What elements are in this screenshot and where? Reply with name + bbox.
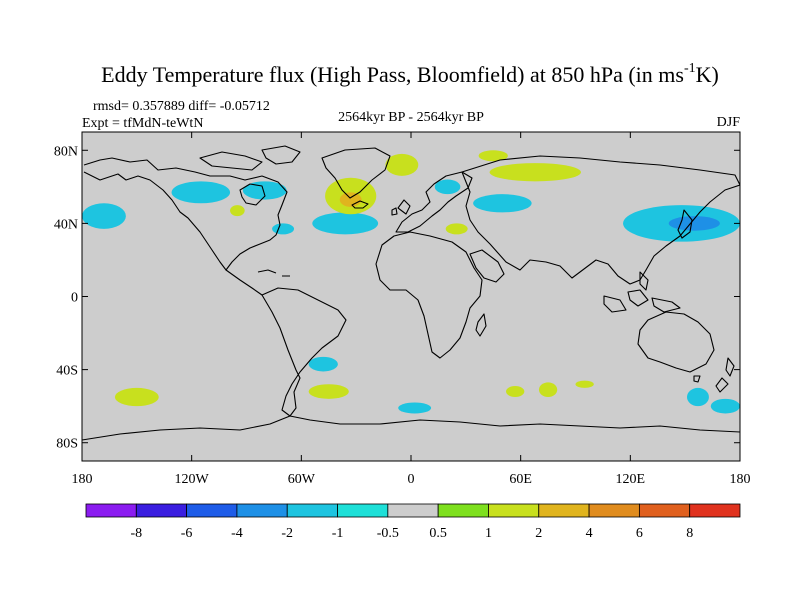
colorbar-label: -6 [181, 526, 193, 541]
coast-africa [375, 231, 483, 359]
coast-hudson-bay [239, 183, 266, 206]
colorbar-label: 0.5 [429, 526, 447, 541]
anomaly-region [710, 398, 740, 414]
coast-iceland [351, 200, 369, 209]
anomaly-region [171, 181, 231, 204]
colorbar-swatch [186, 503, 238, 518]
title-end: K) [696, 62, 719, 87]
anomaly-region [339, 192, 362, 207]
colorbar-swatch [387, 503, 439, 518]
anomaly-region [312, 212, 379, 235]
coast-new-zealand [715, 357, 735, 393]
lon-tick-label: 180 [72, 472, 93, 487]
colorbar-label: -2 [281, 526, 293, 541]
colorbar-label: 8 [686, 526, 693, 541]
lat-tick-label: 80S [56, 437, 78, 452]
anomaly-region [473, 194, 532, 213]
coastlines [82, 145, 740, 441]
season-label: DJF [717, 115, 741, 130]
anomaly-region [242, 181, 287, 200]
anomaly-region [114, 387, 159, 407]
anomaly-region [398, 402, 432, 414]
title-superscript: -1 [684, 61, 696, 76]
colorbar-label: -4 [231, 526, 243, 541]
lat-tick-label: 40S [56, 364, 78, 379]
coast-tasmania [693, 375, 701, 383]
colorbar-label: 4 [586, 526, 593, 541]
lon-tick-label: 120W [175, 472, 210, 487]
coast-japan [677, 209, 693, 239]
colorbar-swatch [488, 503, 540, 518]
colorbar-swatch [538, 503, 590, 518]
lon-tick-label: 60E [509, 472, 532, 487]
stats-text: rmsd= 0.357889 diff= -0.05712 [93, 99, 270, 114]
lon-tick-label: 0 [408, 472, 415, 487]
title-main: Eddy Temperature flux (High Pass, Bloomf… [101, 62, 684, 87]
coast-europe [395, 171, 473, 233]
colorbar-swatch [286, 503, 338, 518]
lat-tick-label: 40N [54, 217, 78, 232]
period-label: 2564kyr BP - 2564kyr BP [338, 110, 484, 125]
coast-australia [637, 311, 715, 373]
lat-tick-label: 80N [54, 144, 78, 159]
colorbar-swatch [85, 503, 137, 518]
experiment-label: Expt = tfMdN-teWtN [82, 116, 203, 131]
colorbar-label: 1 [485, 526, 492, 541]
lat-tick-label: 0 [71, 291, 78, 306]
colorbar-swatch [236, 503, 288, 518]
anomaly-region [308, 384, 349, 399]
colorbar-swatch [437, 503, 489, 518]
colorbar-label: -1 [332, 526, 344, 541]
colorbar-label: 6 [636, 526, 643, 541]
anomaly-region [308, 356, 338, 372]
anomaly-region [445, 223, 468, 235]
lon-tick-label: 180 [730, 472, 751, 487]
anomaly-region [575, 380, 594, 388]
anomaly-region [82, 203, 126, 229]
colorbar-label: 2 [535, 526, 542, 541]
anomaly-region [230, 205, 245, 217]
coast-canadian-arctic [199, 145, 301, 171]
coast-central-america [225, 269, 263, 296]
colorbar-swatch [689, 503, 741, 518]
colorbar: -8 -6 -4 -2 -1 -0.5 0.5 1 2 4 6 8 [85, 503, 741, 541]
anomaly-region [489, 163, 581, 182]
figure-title: Eddy Temperature flux (High Pass, Bloomf… [101, 61, 719, 87]
anomaly-region [686, 387, 709, 407]
coast-caribbean-islands [257, 269, 290, 277]
map-panel: 180 120W 60W 0 60E 120E 180 80N 40N 0 40S 80S [54, 131, 751, 487]
anomaly-region [385, 153, 419, 176]
anomaly-region [272, 223, 295, 235]
coast-british-isles [391, 199, 411, 216]
longitude-axis: 180 120W 60W 0 60E 120E 180 [72, 132, 751, 487]
colorbar-swatch [638, 503, 691, 518]
lon-tick-label: 60W [288, 472, 316, 487]
anomaly-region [434, 179, 461, 195]
anomaly-layer [82, 150, 740, 414]
colorbar-swatch [588, 503, 640, 518]
coast-madagascar [475, 313, 487, 337]
coast-south-america [261, 287, 347, 417]
anomaly-region [478, 150, 508, 162]
coast-greenland [321, 147, 391, 199]
coast-arabia [469, 249, 505, 283]
latitude-axis: 80N 40N 0 40S 80S [54, 144, 740, 452]
coast-antarctica [82, 415, 740, 441]
lon-tick-label: 120E [616, 472, 646, 487]
colorbar-label: -0.5 [377, 526, 399, 541]
anomaly-region [506, 386, 525, 398]
anomaly-region [538, 382, 558, 398]
coast-north-america [83, 157, 288, 271]
coast-southeast-asia-islands [603, 271, 681, 313]
colorbar-label: -8 [130, 526, 142, 541]
colorbar-swatch [337, 503, 389, 518]
colorbar-swatch [135, 503, 188, 518]
